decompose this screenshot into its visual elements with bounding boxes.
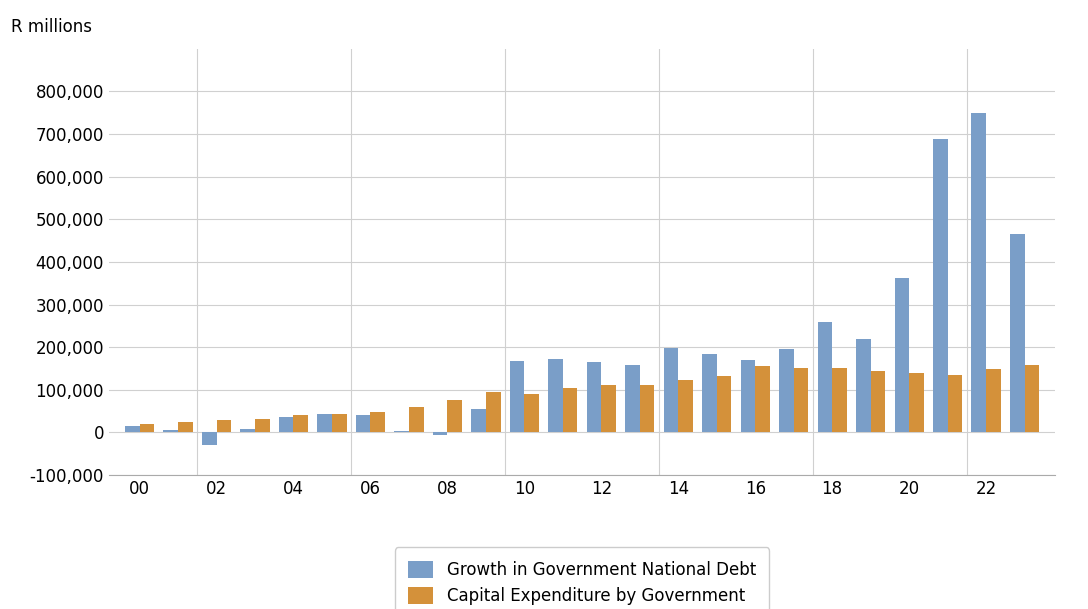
Bar: [178, 422, 193, 432]
Bar: [626, 365, 640, 432]
Bar: [586, 362, 602, 432]
Text: R millions: R millions: [11, 18, 91, 37]
Bar: [356, 415, 370, 432]
Bar: [524, 394, 539, 432]
Bar: [471, 409, 486, 432]
Bar: [125, 426, 139, 432]
Bar: [741, 360, 755, 432]
Bar: [717, 376, 731, 432]
Bar: [894, 278, 910, 432]
Bar: [163, 431, 178, 432]
Bar: [409, 407, 423, 432]
Bar: [664, 348, 678, 432]
Bar: [486, 392, 500, 432]
Legend: Growth in Government National Debt, Capital Expenditure by Government: Growth in Government National Debt, Capi…: [395, 547, 769, 609]
Bar: [948, 375, 962, 432]
Bar: [255, 419, 270, 432]
Bar: [394, 431, 409, 432]
Bar: [910, 373, 924, 432]
Bar: [1025, 365, 1039, 432]
Bar: [779, 350, 794, 432]
Bar: [433, 432, 447, 435]
Bar: [972, 113, 986, 432]
Bar: [640, 385, 654, 432]
Bar: [318, 415, 332, 432]
Bar: [856, 339, 870, 432]
Bar: [548, 359, 562, 432]
Bar: [562, 388, 578, 432]
Bar: [832, 368, 846, 432]
Bar: [602, 385, 616, 432]
Bar: [139, 424, 154, 432]
Bar: [702, 353, 717, 432]
Bar: [294, 415, 308, 432]
Bar: [986, 369, 1001, 432]
Bar: [202, 432, 217, 445]
Bar: [279, 417, 294, 432]
Bar: [447, 401, 462, 432]
Bar: [817, 322, 832, 432]
Bar: [370, 412, 385, 432]
Bar: [1010, 234, 1025, 432]
Bar: [755, 367, 770, 432]
Bar: [870, 370, 886, 432]
Bar: [934, 139, 948, 432]
Bar: [678, 381, 693, 432]
Bar: [510, 361, 524, 432]
Bar: [794, 368, 808, 432]
Bar: [332, 414, 347, 432]
Bar: [217, 420, 231, 432]
Bar: [240, 429, 255, 432]
